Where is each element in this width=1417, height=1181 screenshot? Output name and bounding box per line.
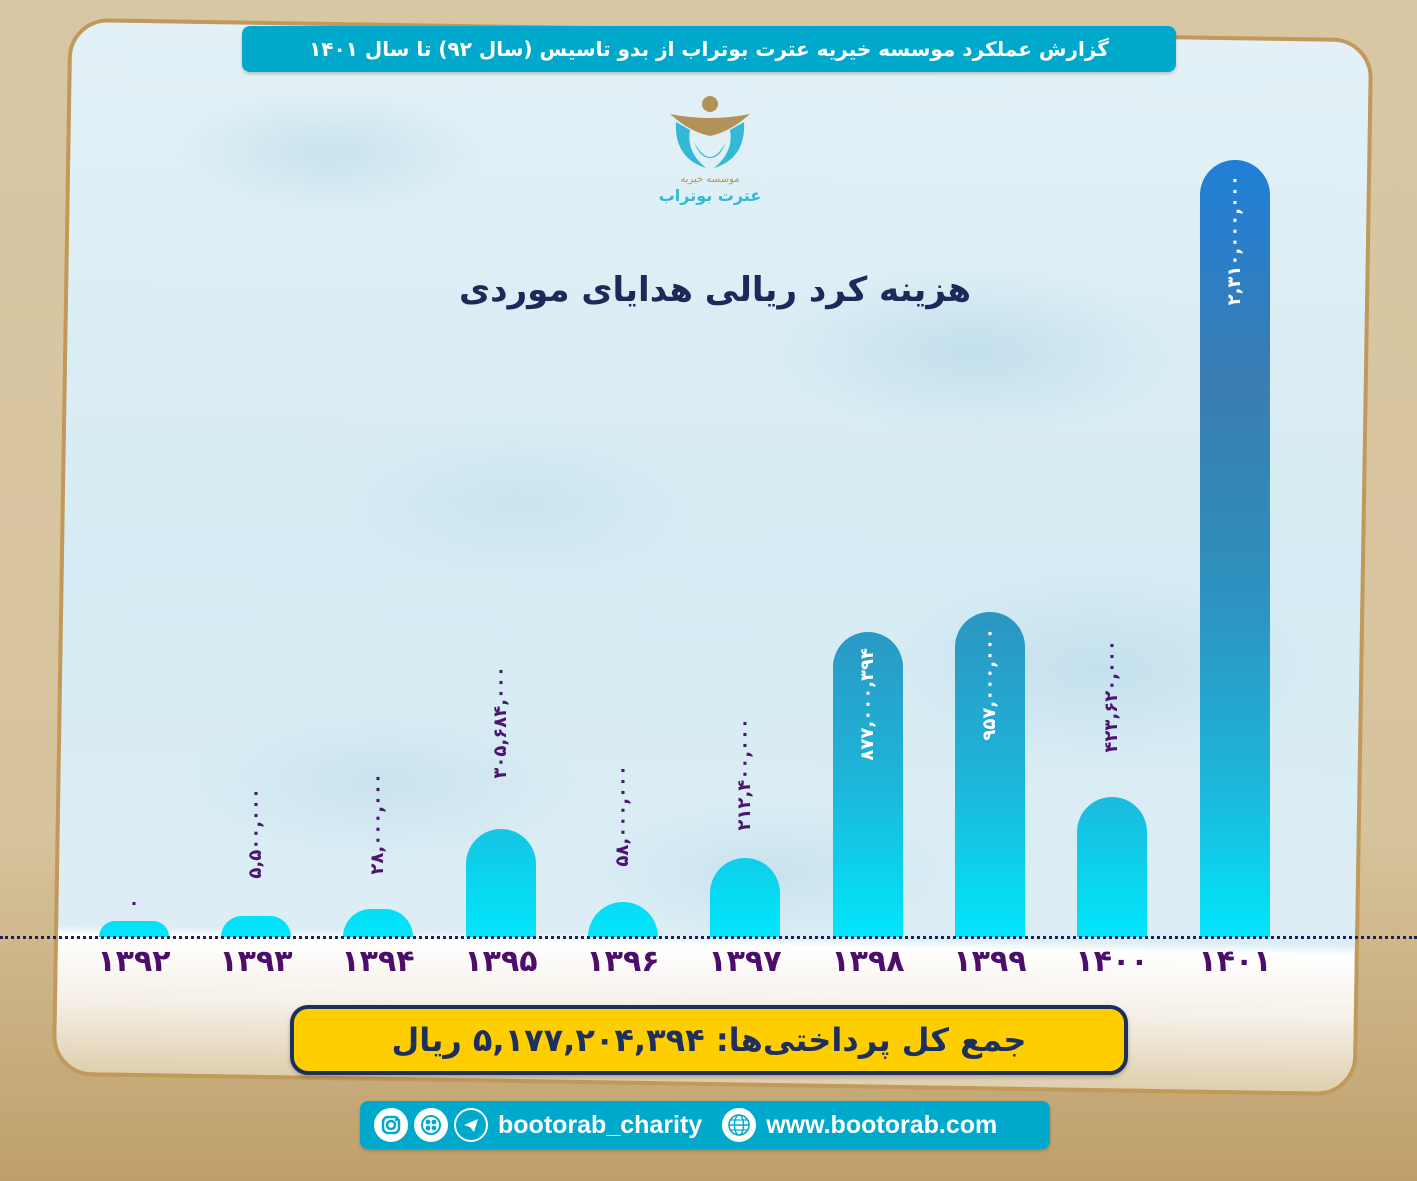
x-axis-year-label: ۱۳۹۸ [831, 944, 905, 979]
telegram-icon[interactable] [454, 1108, 488, 1142]
website-link[interactable]: www.bootorab.com [766, 1110, 998, 1139]
chart-bar [955, 612, 1025, 937]
bar-value-label: ۲۱۲,۴۰۰,۰۰۰ [734, 718, 755, 831]
bar-value-label: ۲۸,۰۰۰,۰۰۰ [367, 773, 388, 875]
x-axis-year-label: ۱۳۹۶ [586, 944, 660, 979]
total-payments-text: جمع کل پرداختی‌ها: ۵,۱۷۷,۲۰۴,۳۹۴ ریال [391, 1021, 1027, 1059]
bar-value-label: ۳۰۵,۶۸۴,۰۰۰ [490, 666, 511, 779]
chart-baseline [0, 936, 1417, 939]
globe-icon [722, 1108, 757, 1142]
bar-value-label: ۸۷۷,۰۰۰,۳۹۴ [857, 648, 878, 761]
bar-value-label: ۹۵۷,۰۰۰,۰۰۰ [979, 628, 1000, 741]
chart-bar [99, 921, 169, 937]
x-axis-year-label: ۱۳۹۵ [464, 944, 538, 979]
logo-emblem-icon [670, 96, 750, 168]
logo-subtitle: موسسه خیریه [680, 174, 740, 185]
social-handle-link[interactable]: bootorab_charity [498, 1110, 703, 1139]
logo-name: عترت بوتراب [658, 186, 762, 205]
x-axis-year-label: ۱۳۹۲ [97, 944, 171, 979]
x-axis-year-label: ۱۴۰۰ [1075, 944, 1149, 979]
total-payments-box: جمع کل پرداختی‌ها: ۵,۱۷۷,۲۰۴,۳۹۴ ریال [290, 1005, 1128, 1075]
eitaa-icon[interactable] [414, 1108, 448, 1142]
charity-logo: موسسه خیریه عترت بوتراب [650, 92, 770, 212]
bar-value-label: ۲,۳۱۰,۰۰۰,۰۰۰ [1224, 175, 1245, 306]
bar-value-label: ۰ [123, 898, 144, 909]
x-axis-year-label: ۱۳۹۹ [953, 944, 1027, 979]
chart-bar [710, 858, 780, 937]
x-axis-year-label: ۱۴۰۱ [1198, 944, 1272, 979]
chart-bar [466, 829, 536, 937]
x-axis-year-label: ۱۳۹۳ [219, 944, 293, 979]
bar-value-label: ۵,۵۰۰,۰۰۰ [245, 788, 266, 879]
chart-bar [833, 632, 903, 937]
chart-bar [221, 916, 291, 937]
chart-bar [343, 909, 413, 937]
x-axis-year-label: ۱۳۹۷ [708, 944, 782, 979]
footer-contact-bar: bootorab_charity www.bootorab.com [360, 1101, 1050, 1149]
report-header-banner: گزارش عملکرد موسسه خیریه عترت بوتراب از … [242, 26, 1176, 72]
x-axis-year-label: ۱۳۹۴ [341, 944, 415, 979]
chart-title: هزینه کرد ریالی هدایای موردی [458, 270, 972, 310]
chart-bar [1200, 160, 1270, 937]
instagram-icon[interactable] [374, 1108, 408, 1142]
bar-value-label: ۵۸,۰۰۰,۰۰۰ [612, 765, 633, 867]
chart-bar [1077, 797, 1147, 937]
bar-value-label: ۴۲۳,۶۲۰,۰۰۰ [1101, 640, 1122, 753]
